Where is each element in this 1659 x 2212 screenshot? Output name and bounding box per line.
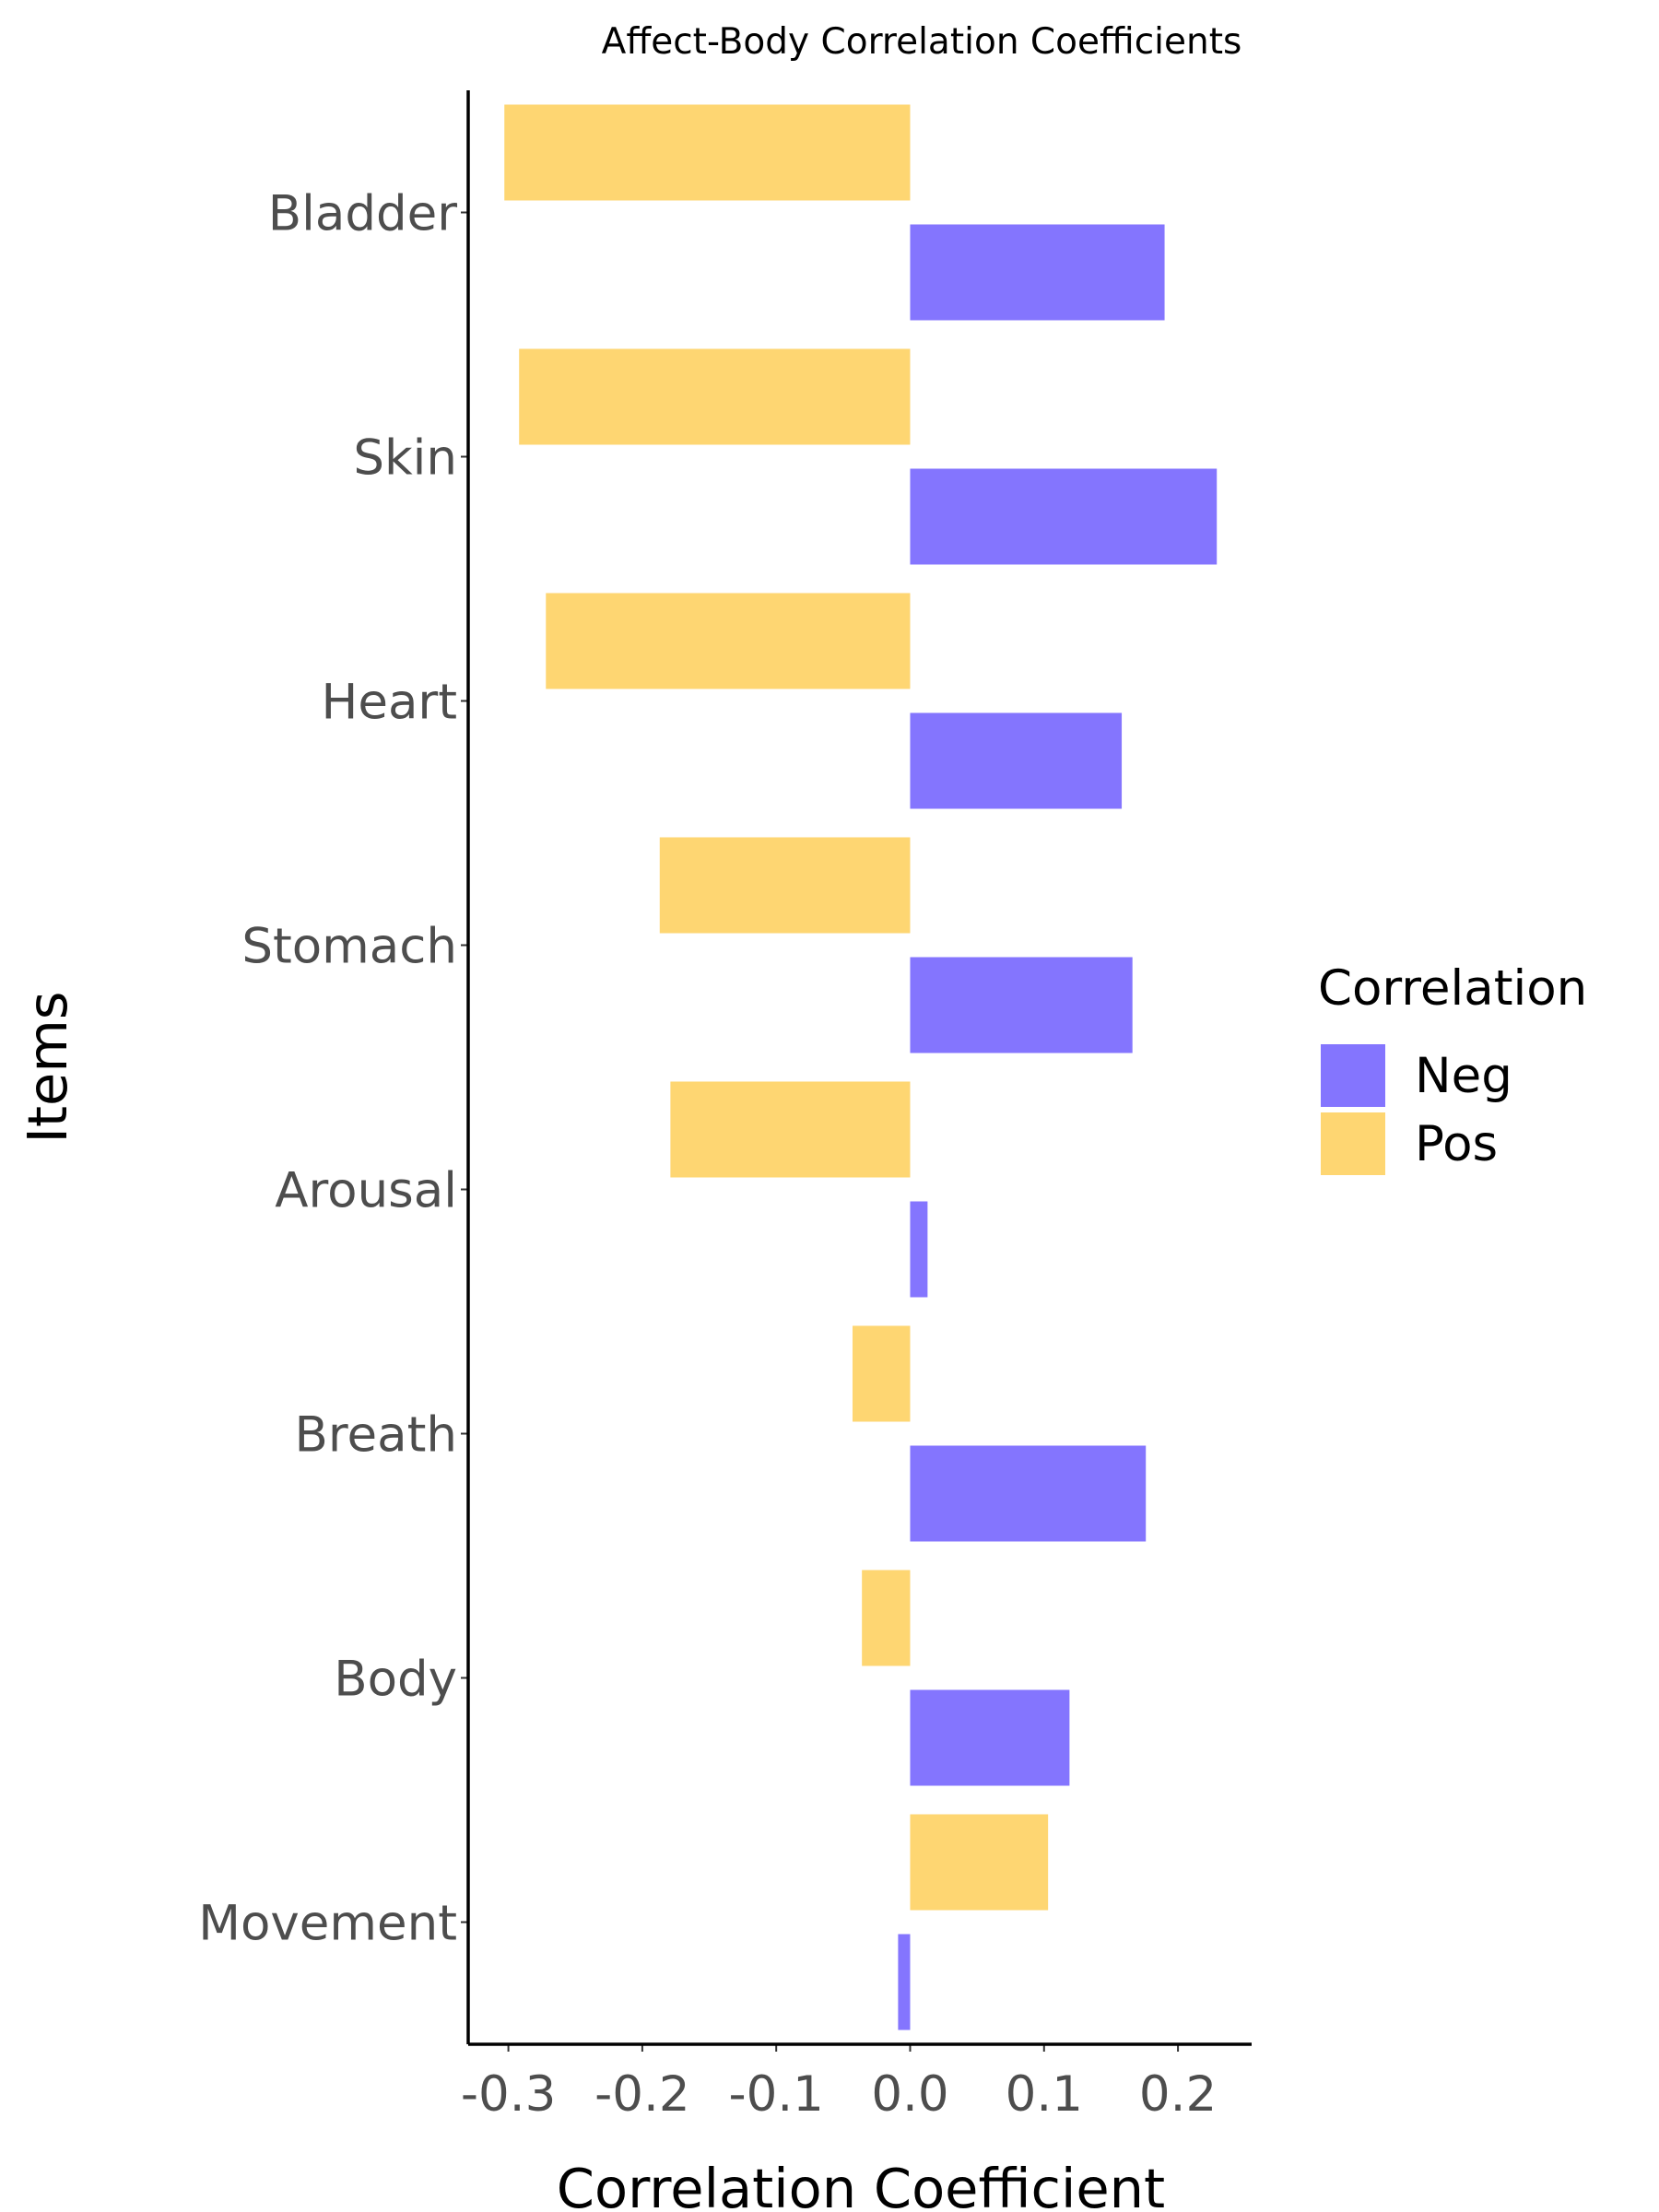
legend-label-pos: Pos [1415,1116,1498,1172]
x-axis-ticks: -0.3 -0.2 -0.1 0.0 0.1 0.2 [461,2044,1217,2123]
bar-movement-neg [898,1934,911,2030]
legend: Correlation Neg Pos [1318,960,1587,1175]
bar-body-pos [862,1570,911,1666]
bar-body-neg [910,1689,1070,1786]
legend-swatch-pos [1321,1112,1385,1175]
bar-bladder-neg [910,224,1165,321]
bar-bladder-pos [504,104,911,201]
bar-arousal-pos [670,1081,911,1178]
y-tick-label-movement: Movement [198,1896,457,1952]
bars-layer [504,104,1218,2030]
x-tick-label: -0.1 [728,2066,823,2123]
x-tick-label: 0.1 [1006,2066,1083,2123]
y-tick-label-arousal: Arousal [275,1163,457,1219]
legend-swatch-neg [1321,1044,1385,1107]
y-tick-label-skin: Skin [353,430,457,487]
legend-label-neg: Neg [1415,1048,1512,1104]
y-tick-label-bladder: Bladder [268,186,457,242]
y-tick-label-body: Body [334,1652,457,1708]
x-axis-title: Correlation Coefficient [557,2157,1165,2212]
bar-skin-neg [910,468,1218,565]
bar-skin-pos [519,348,911,445]
bar-stomach-pos [659,837,911,934]
y-tick-label-breath: Breath [295,1407,457,1464]
legend-items: Neg Pos [1321,1044,1512,1175]
bar-movement-pos [910,1814,1049,1911]
bar-stomach-neg [910,957,1133,1053]
x-tick-label: -0.3 [461,2066,556,2123]
chart-title: Affect-Body Correlation Coefficients [602,21,1242,63]
y-tick-label-heart: Heart [321,675,457,731]
bar-heart-pos [546,593,911,689]
y-axis-ticks: Bladder Skin Heart Stomach Arousal Breath Body… [198,186,468,1952]
bar-arousal-neg [910,1201,928,1298]
legend-title: Correlation [1318,960,1587,1017]
bar-breath-pos [853,1325,911,1422]
x-tick-label: 0.0 [871,2066,948,2123]
bar-heart-neg [910,712,1123,809]
y-tick-label-stomach: Stomach [241,919,457,975]
bar-breath-neg [910,1445,1147,1542]
x-tick-label: -0.2 [594,2066,689,2123]
x-tick-label: 0.2 [1139,2066,1217,2123]
y-axis-title: Items [16,991,79,1143]
